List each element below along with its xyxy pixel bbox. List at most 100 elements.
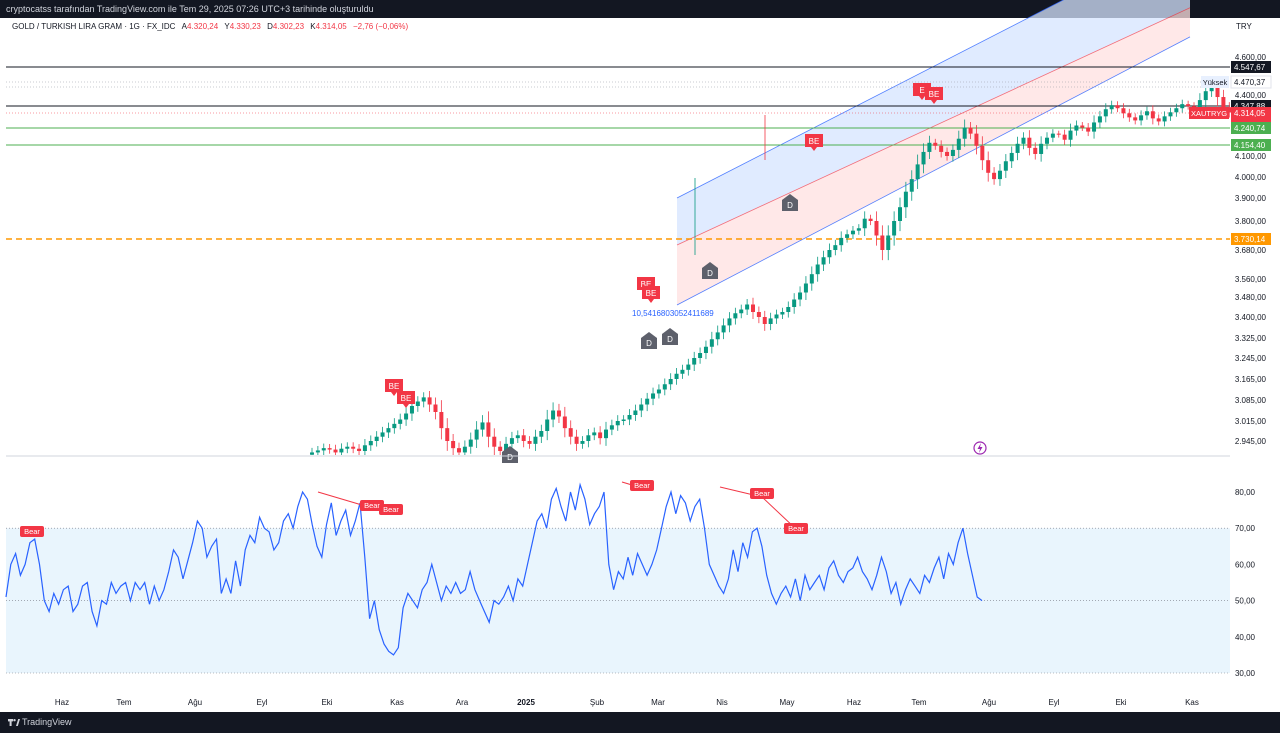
channel-lower-fill xyxy=(677,7,1190,305)
candle-body xyxy=(727,318,732,326)
bear-marker xyxy=(20,526,44,537)
candle-body xyxy=(421,397,426,402)
currency-label: TRY xyxy=(1236,22,1252,31)
candle-body xyxy=(333,449,338,453)
candle-body xyxy=(1133,117,1138,121)
candle-body xyxy=(909,179,914,192)
candle-body xyxy=(1103,109,1108,117)
candle-body xyxy=(1168,112,1173,117)
candle-body xyxy=(968,127,973,134)
candle-body xyxy=(515,435,520,439)
signal-d-marker xyxy=(702,262,718,279)
lightning-icon[interactable] xyxy=(973,441,987,455)
close-value: 4.314,05 xyxy=(315,22,347,31)
time-tick-label: Şub xyxy=(590,698,605,707)
candle-body xyxy=(609,425,614,430)
candle-body xyxy=(1156,118,1161,122)
candle-body xyxy=(839,237,844,246)
candle-body xyxy=(1150,111,1155,119)
candle-body xyxy=(974,133,979,146)
bear-marker xyxy=(784,523,808,534)
candle-body xyxy=(1027,137,1032,148)
candle-body xyxy=(480,422,485,430)
candle-body xyxy=(457,448,461,453)
price-tick-label: 3.085,00 xyxy=(1235,396,1267,405)
signal-be-marker xyxy=(642,286,660,303)
candle-body xyxy=(956,138,961,150)
candle-body xyxy=(339,448,344,453)
candle-body xyxy=(827,250,832,258)
time-tick-label: Ağu xyxy=(188,698,202,707)
signal-be-label: BE xyxy=(809,137,820,146)
candle-body xyxy=(486,422,491,437)
candle-body xyxy=(533,436,538,444)
rsi-tick-label: 30,00 xyxy=(1235,669,1256,678)
candle-body xyxy=(680,369,685,374)
rsi-tick-label: 70,00 xyxy=(1235,524,1256,533)
signal-d-label: D xyxy=(667,335,673,344)
candle-body xyxy=(903,191,908,208)
candle-body xyxy=(398,419,403,424)
candle-body xyxy=(874,221,879,236)
candle-body xyxy=(651,393,656,399)
candle-body xyxy=(351,446,356,449)
signal-be-label: BE xyxy=(641,280,652,289)
candle-body xyxy=(345,446,350,449)
candle-body xyxy=(562,416,567,429)
signal-be-marker xyxy=(805,134,823,151)
time-tick-label: Haz xyxy=(847,698,861,707)
candle-body xyxy=(556,410,561,417)
signal-d-marker xyxy=(662,328,678,345)
candle-body xyxy=(1127,113,1132,118)
bear-label: Bear xyxy=(634,481,650,490)
candle-body xyxy=(1009,152,1014,162)
candle-body xyxy=(474,429,479,440)
candle-body xyxy=(492,436,497,447)
price-tag-name: Yüksek xyxy=(1203,78,1228,87)
candle-body xyxy=(739,309,744,314)
candle-body xyxy=(1062,134,1067,140)
candle-body xyxy=(551,410,556,420)
candle-body xyxy=(615,421,620,426)
candle-body xyxy=(1080,125,1085,128)
signal-be-label: BE xyxy=(646,289,657,298)
candle-body xyxy=(833,245,838,250)
candle-body xyxy=(586,435,591,441)
bear-label: Bear xyxy=(383,505,399,514)
rsi-axis[interactable]: 80,00 70,00 60,00 50,00 40,00 30,00 xyxy=(1235,488,1256,678)
high-label: Y xyxy=(224,22,230,31)
bear-label: Bear xyxy=(364,501,380,510)
rsi-tick-label: 40,00 xyxy=(1235,633,1256,642)
candle-body xyxy=(468,439,473,447)
regression-channel: 10,5416803052411689 xyxy=(632,0,1191,318)
signal-be-marker xyxy=(925,87,943,104)
time-tick-label: 2025 xyxy=(517,698,535,707)
candle-body xyxy=(703,346,708,353)
candle-body xyxy=(980,145,985,161)
low-value: 4.302,23 xyxy=(272,22,305,31)
price-tag-name: XAUTRYG xyxy=(1191,109,1227,118)
price-tag-name-bg xyxy=(1201,76,1229,88)
signal-be-label: BE xyxy=(389,382,400,391)
candle-body xyxy=(1050,133,1055,138)
price-tag-bg xyxy=(1230,75,1272,89)
candle-body xyxy=(856,228,861,231)
candle-body xyxy=(686,364,691,370)
candle-body xyxy=(439,412,444,429)
price-axis[interactable]: 4.600,00 4.400,00 4.100,00 4.000,00 3.900,00… xyxy=(1235,53,1267,446)
time-axis[interactable]: Haz Tem Ağu Eyl Eki Kas Ara 2025 Şub Mar Nis May Haz… xyxy=(55,698,1199,707)
time-tick-label: Ara xyxy=(456,698,469,707)
attribution-bar: cryptocatss tarafından TradingView.com i… xyxy=(0,0,1280,18)
candle-body xyxy=(1003,161,1008,171)
candle-body xyxy=(627,415,632,420)
candle-body xyxy=(574,436,579,444)
signal-d-marker xyxy=(782,194,798,211)
candle-body xyxy=(1144,111,1149,116)
signal-d-label: D xyxy=(707,269,713,278)
time-tick-label: Eyl xyxy=(1048,698,1059,707)
time-tick-label: Nis xyxy=(716,698,728,707)
candle-body xyxy=(756,312,761,317)
candle-body xyxy=(803,283,808,293)
